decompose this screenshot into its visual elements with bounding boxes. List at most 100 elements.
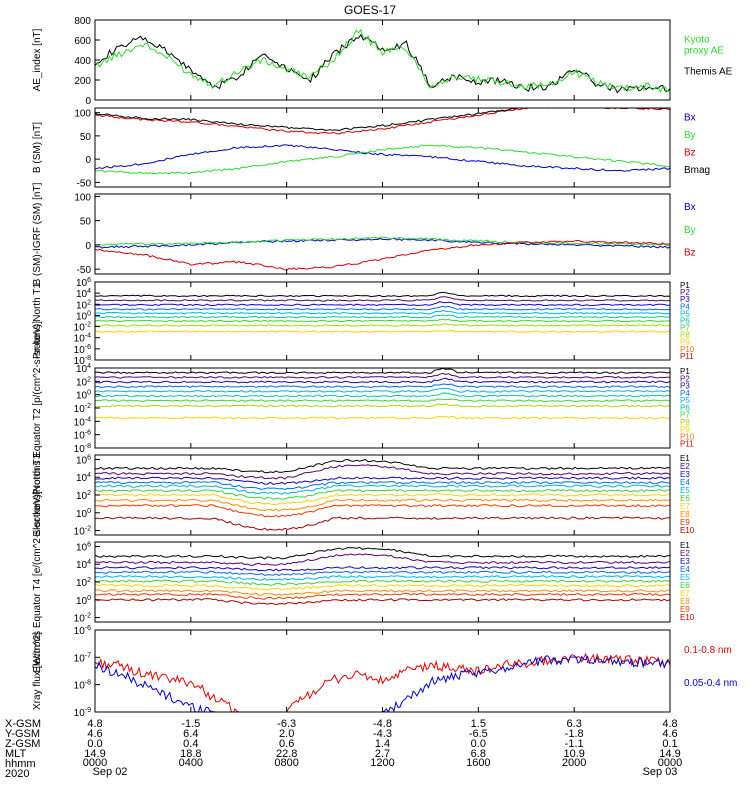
legend-entry: E5 [680,573,690,582]
y-tick-label: 100 [74,192,91,203]
y-tick-label: 100 [74,109,91,120]
ephemeris-value: 2.7 [375,748,390,760]
series-p_n-p5 [95,309,670,315]
y-tick-label: 106 [76,541,91,553]
series-p_eq-p9 [95,415,670,420]
legend-entry: By [684,130,696,141]
y-tick-label: 10-6 [74,430,91,442]
plot-area-bdiff [95,236,670,271]
ephemeris-label: Y-GSM [5,728,40,740]
legend-bsm: Bx By Bz Bmag [684,112,710,176]
ephemeris-value: 4.8 [87,718,102,730]
y-tick-label: 50 [80,217,92,228]
legend-entry: P11 [680,352,694,361]
y-tick-label: 0 [85,155,91,166]
series-p_eq-p8 [95,403,670,408]
panel-bdiff: 100 50 0 -50 B (SM)-IGRF (SM) [nT] Bx By Bz [32,182,696,285]
series-e_n-e7 [95,493,670,506]
legend-entry: P11 [680,440,694,449]
legend-entry: P8 [680,331,690,340]
plot-title: GOES-17 [344,3,396,17]
y-tick-label: 100 [76,390,91,402]
ephemeris-value: -4.3 [373,728,392,740]
ephemeris-value: 14.9 [84,748,105,760]
legend-entry: E5 [680,486,690,495]
ephemeris-value: 6.8 [471,748,486,760]
legend-entry: E8 [680,510,690,519]
ephemeris-label: 2020 [5,768,29,780]
y-tick-label: 10-2 [74,403,91,415]
ephemeris-value: 2.0 [279,728,294,740]
plot-area-xray [95,652,670,712]
y-axis-label: Protons Equator T2 [p/(cm^2-s-sr-keV)] [32,321,43,495]
legend-entry: E7 [680,502,690,511]
legend-entry: Bmag [684,165,710,176]
ephemeris-value: -6.5 [469,728,488,740]
series-e_n-e10 [95,516,670,531]
legend-entry: E9 [680,605,690,614]
ephemeris-value: 4.6 [662,728,677,740]
ephemeris-value: 6.4 [183,728,198,740]
series-p_eq-p5 [95,387,670,393]
series-e_n-e2 [95,464,670,480]
date-right: Sep 03 [643,766,678,778]
legend-entry: E3 [680,470,690,479]
legend-entry: E3 [680,557,690,566]
legend-entry: E4 [680,478,690,487]
legend-entry: P4 [680,302,690,311]
y-tick-label: 10-2 [74,613,91,625]
ephemeris-label: MLT [5,748,26,760]
series-p_eq-p2 [95,372,670,379]
series-bsm-bx [95,144,670,172]
series-bsm-bz [95,108,670,135]
ephemeris-value: 6.3 [567,718,582,730]
ephemeris-label: Z-GSM [5,738,40,750]
series-e_n-e3 [95,476,670,485]
series-p_eq-p4 [95,383,670,389]
legend-entry: proxy AE [684,45,724,56]
panel-frame [94,629,671,713]
ephemeris-value: 18.8 [180,748,201,760]
y-tick-label: 800 [74,16,91,27]
series-e_eq-e1 [95,546,670,560]
ephemeris-value: -1.8 [565,728,584,740]
footer: 0000 0400 0800 1200 1600 2000 0000 X-GSMY-GSMZ… [5,718,682,780]
ephemeris-label: hhmm [5,758,36,770]
series-e_eq-e5 [95,575,670,581]
legend-bdiff: Bx By Bz [684,202,696,259]
legend-entry: P2 [680,288,690,297]
legend-entry: P8 [680,418,690,427]
series-e_eq-e7 [95,583,670,591]
series-p_n-p6 [95,314,670,319]
legend-entry: P1 [680,281,690,290]
legend-entry: Themis AE [684,66,733,77]
legend-entry: P7 [680,324,690,333]
plot-area-p_eq [95,368,670,420]
series-ae-themis-ae [95,33,670,94]
y-tick-label: 106 [76,454,91,466]
legend-entry: P3 [680,382,690,391]
series-p_eq-p3 [95,377,670,384]
legend-entry: P6 [680,403,690,412]
series-e_n-e4 [95,480,670,491]
legend-entry: E6 [680,494,690,503]
legend-entry: P2 [680,374,690,383]
y-tick-label: 0 [85,96,91,107]
x-tick-label: 0400 [179,757,203,769]
x-tick-label: 0000 [83,757,107,769]
legend-entry: Bx [684,112,696,123]
series-bdiff-bx [95,237,670,249]
y-tick-label: 102 [76,577,91,589]
series-e_eq-e8 [95,589,670,596]
plot-area-p_n [95,291,670,333]
legend-entry: E6 [680,581,690,590]
y-axis-label: Electrons North T3 [32,453,43,537]
legend-entry: P9 [680,425,690,434]
y-tick-label: 10-8 [74,680,91,692]
